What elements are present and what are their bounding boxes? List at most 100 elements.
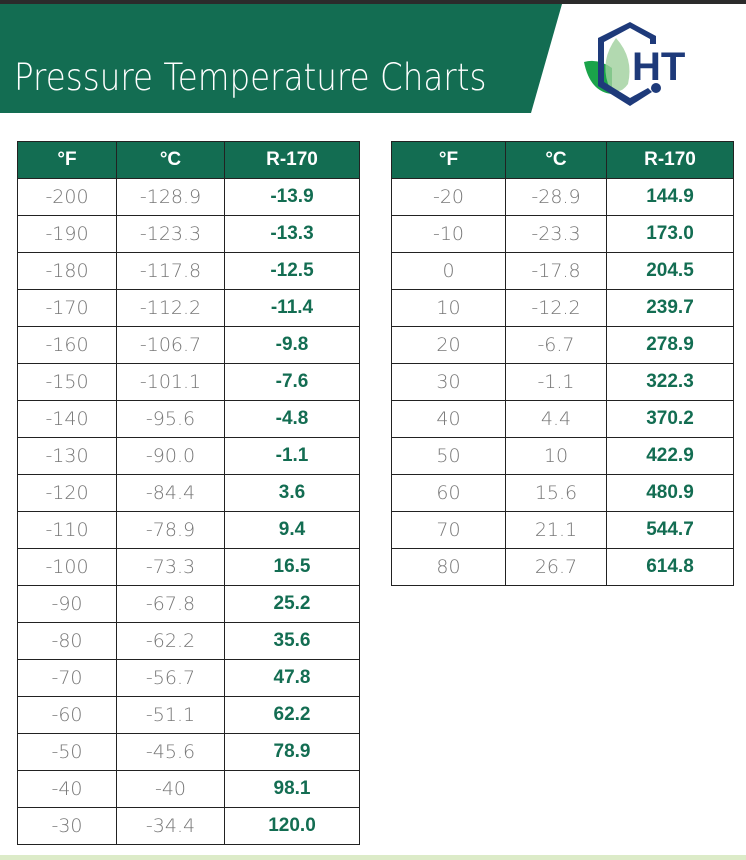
fahrenheit-cell: 50 [391,437,506,475]
table-row: 70 21.1 544.7 [391,511,734,549]
table-row: -110 -78.9 9.4 [17,511,360,549]
pressure-table-left: °F °C R-170 -200 -128.9 -13.9 -190 -123.3 -13… [17,141,360,845]
pressure-table-right: °F °C R-170 -20 -28.9 144.9 -10 -23.3 173.0 0-… [391,141,734,586]
celsius-cell: 15.6 [505,474,607,512]
pressure-cell: -1.1 [224,437,360,475]
svg-text:HT: HT [632,45,685,89]
celsius-cell: -1.1 [505,363,607,401]
fahrenheit-cell: 30 [391,363,506,401]
col-fahrenheit: °F [391,141,506,179]
page-title: Pressure Temperature Charts [14,56,487,99]
top-bar [0,0,746,4]
table-row: -130 -90.0 -1.1 [17,437,360,475]
bottom-strip [0,855,746,860]
pressure-cell: 16.5 [224,548,360,586]
header-banner [0,4,562,113]
pressure-cell: -9.8 [224,326,360,364]
celsius-cell: -12.2 [505,289,607,327]
table-row: 30 -1.1 322.3 [391,363,734,401]
table-row: 60 15.6 480.9 [391,474,734,512]
pressure-cell: 98.1 [224,770,360,808]
fahrenheit-cell: -100 [17,548,117,586]
celsius-cell: -40 [116,770,225,808]
fahrenheit-cell: -60 [17,696,117,734]
fahrenheit-cell: 80 [391,548,506,586]
fahrenheit-cell: -80 [17,622,117,660]
pressure-cell: -13.9 [224,178,360,216]
celsius-cell: -23.3 [505,215,607,253]
fahrenheit-cell: -140 [17,400,117,438]
pressure-cell: 422.9 [606,437,734,475]
fahrenheit-cell: -50 [17,733,117,771]
celsius-cell: 10 [505,437,607,475]
celsius-cell: -51.1 [116,696,225,734]
celsius-cell: -78.9 [116,511,225,549]
pressure-cell: 9.4 [224,511,360,549]
table-row: -200 -128.9 -13.9 [17,178,360,216]
fahrenheit-cell: -150 [17,363,117,401]
table-row: -190 -123.3 -13.3 [17,215,360,253]
table-row: 50 10 422.9 [391,437,734,475]
table-row: 40 4.4 370.2 [391,400,734,438]
pressure-cell: -13.3 [224,215,360,253]
pressure-cell: 322.3 [606,363,734,401]
celsius-cell: -101.1 [116,363,225,401]
table-row: -60 -51.1 62.2 [17,696,360,734]
fahrenheit-cell: 70 [391,511,506,549]
fahrenheit-cell: -40 [17,770,117,808]
pressure-cell: 204.5 [606,252,734,290]
pressure-cell: 78.9 [224,733,360,771]
table-row: -140 -95.6 -4.8 [17,400,360,438]
celsius-cell: -117.8 [116,252,225,290]
fahrenheit-cell: -180 [17,252,117,290]
fahrenheit-cell: -30 [17,807,117,845]
table-row: -10 -23.3 173.0 [391,215,734,253]
celsius-cell: 4.4 [505,400,607,438]
table-row: 0 -17.8 204.5 [391,252,734,290]
pressure-cell: 173.0 [606,215,734,253]
pressure-cell: 370.2 [606,400,734,438]
fahrenheit-cell: -130 [17,437,117,475]
table-row: -120 -84.4 3.6 [17,474,360,512]
col-r170: R-170 [606,141,734,179]
fahrenheit-cell: -190 [17,215,117,253]
pressure-cell: 278.9 [606,326,734,364]
celsius-cell: -62.2 [116,622,225,660]
table-row: -180 -117.8 -12.5 [17,252,360,290]
celsius-cell: 21.1 [505,511,607,549]
fahrenheit-cell: -170 [17,289,117,327]
celsius-cell: -123.3 [116,215,225,253]
celsius-cell: -28.9 [505,178,607,216]
celsius-cell: -56.7 [116,659,225,697]
table-row: -160 -106.7 -9.8 [17,326,360,364]
pressure-cell: 239.7 [606,289,734,327]
pressure-cell: -11.4 [224,289,360,327]
pressure-cell: 480.9 [606,474,734,512]
pressure-cell: 544.7 [606,511,734,549]
table-row: -20 -28.9 144.9 [391,178,734,216]
fahrenheit-cell: 10 [391,289,506,327]
pressure-cell: 614.8 [606,548,734,586]
fahrenheit-cell: 60 [391,474,506,512]
table-row: -150 -101.1 -7.6 [17,363,360,401]
fahrenheit-cell: -70 [17,659,117,697]
celsius-cell: -90.0 [116,437,225,475]
ht-logo: HT [584,22,685,106]
table-row: -170 -112.2 -11.4 [17,289,360,327]
table-row: -40 -40 98.1 [17,770,360,808]
celsius-cell: -95.6 [116,400,225,438]
fahrenheit-cell: 0 [391,252,506,290]
table-row: 80 26.7 614.8 [391,548,734,586]
table-row: -30 -34.4 120.0 [17,807,360,845]
fahrenheit-cell: -200 [17,178,117,216]
col-celsius: °C [116,141,225,179]
pressure-cell: 3.6 [224,474,360,512]
pressure-cell: -12.5 [224,252,360,290]
table-row: -90 -67.8 25.2 [17,585,360,623]
celsius-cell: -17.8 [505,252,607,290]
pressure-cell: 120.0 [224,807,360,845]
celsius-cell: -128.9 [116,178,225,216]
pressure-cell: 35.6 [224,622,360,660]
table-row: -70 -56.7 47.8 [17,659,360,697]
fahrenheit-cell: -10 [391,215,506,253]
